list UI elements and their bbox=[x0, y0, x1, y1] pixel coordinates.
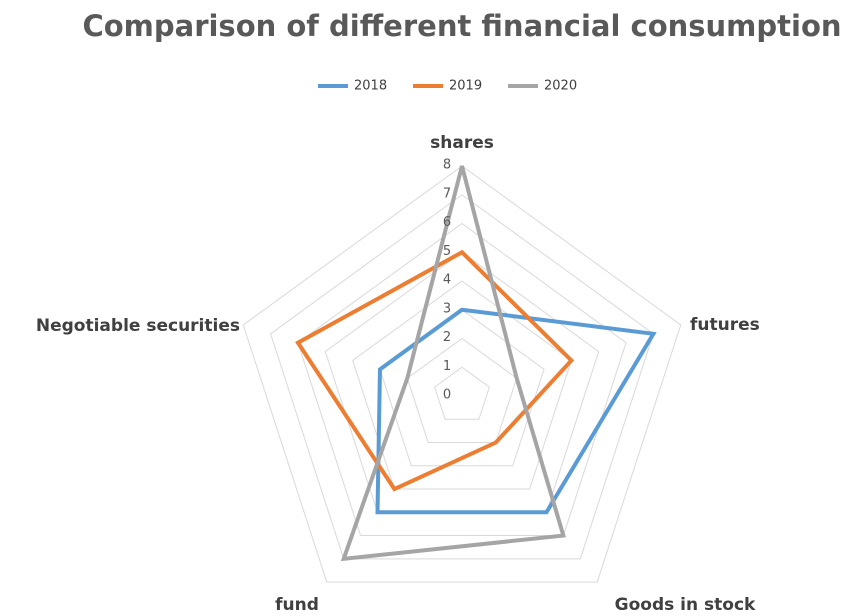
tick-label: 8 bbox=[443, 158, 451, 173]
grid-line bbox=[242, 165, 682, 583]
series-layer bbox=[295, 165, 657, 562]
grid-line bbox=[270, 194, 654, 560]
tick-label: 2 bbox=[443, 330, 451, 345]
grid-line bbox=[352, 280, 572, 490]
series-line bbox=[375, 307, 657, 515]
axis-label: fund bbox=[275, 595, 319, 615]
grid-line bbox=[406, 337, 518, 444]
grid-line bbox=[324, 251, 600, 513]
grid-line bbox=[434, 366, 490, 420]
tick-label: 7 bbox=[443, 186, 451, 201]
tick-label: 0 bbox=[443, 388, 451, 403]
grid bbox=[242, 165, 682, 583]
axis-label: Negotiable securities bbox=[36, 316, 240, 336]
legend-label: 2020 bbox=[544, 79, 577, 94]
tick-label: 4 bbox=[443, 273, 451, 288]
tick-label: 6 bbox=[443, 215, 451, 230]
legend-label: 2019 bbox=[449, 79, 482, 94]
legend-label: 2018 bbox=[354, 79, 387, 94]
grid-line bbox=[297, 222, 627, 537]
tick-label: 1 bbox=[443, 359, 451, 374]
tick-label: 5 bbox=[443, 244, 451, 259]
series-line bbox=[295, 249, 575, 492]
axis-label: Goods in stock bbox=[615, 595, 756, 615]
axis-label: shares bbox=[430, 133, 494, 153]
series-line bbox=[340, 165, 566, 562]
axis-label: futures bbox=[690, 315, 760, 335]
chart-title: Comparison of different financial consum… bbox=[82, 9, 841, 43]
tick-label: 3 bbox=[443, 301, 451, 316]
labels: 0 1 2 3 4 5 6 7 8 shares futures Goods in stock fund… bbox=[36, 133, 760, 615]
